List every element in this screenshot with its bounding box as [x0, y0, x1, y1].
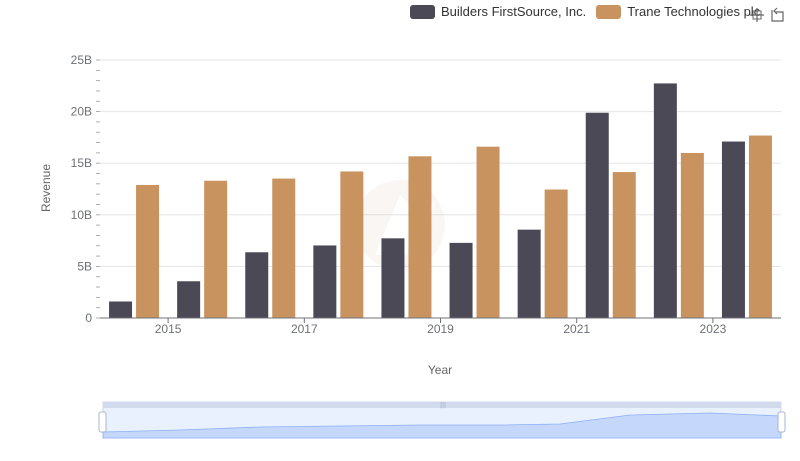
- bar-trane-2020[interactable]: [544, 189, 568, 318]
- chart-legend: Builders FirstSource, Inc. Trane Technol…: [410, 4, 770, 19]
- bar-trane-2022[interactable]: [680, 152, 704, 318]
- bar-trane-2023[interactable]: [748, 135, 772, 318]
- datazoom-handle-right[interactable]: [777, 411, 786, 433]
- legend-swatch-trane: [596, 4, 622, 19]
- bar-builders-2021[interactable]: [585, 112, 609, 318]
- restore-icon[interactable]: [768, 6, 786, 24]
- datazoom-selected-bar[interactable]: [103, 402, 781, 408]
- datazoom-grip-icon[interactable]: |||: [440, 402, 446, 409]
- bar-trane-2018[interactable]: [408, 156, 432, 318]
- y-tick-label: 15B: [71, 156, 92, 170]
- legend-item-trane-technologies[interactable]: Trane Technologies plc: [596, 4, 760, 19]
- datazoom-window[interactable]: [103, 408, 781, 438]
- datazoom-handle-left[interactable]: [98, 411, 107, 433]
- x-tick-label: 2017: [291, 322, 318, 336]
- x-tick-label: 2015: [155, 322, 182, 336]
- y-axis-label: Revenue: [39, 164, 53, 212]
- legend-label-trane: Trane Technologies plc: [627, 4, 761, 19]
- x-tick-label: 2019: [427, 322, 454, 336]
- bar-builders-2014[interactable]: [109, 301, 133, 318]
- x-tick-label: 2023: [700, 322, 727, 336]
- y-tick-label: 0: [85, 311, 92, 325]
- bar-builders-2022[interactable]: [653, 83, 677, 319]
- bar-trane-2019[interactable]: [476, 146, 500, 318]
- bar-builders-2016[interactable]: [245, 252, 269, 318]
- bar-layer: [109, 83, 772, 319]
- datazoom-slider[interactable]: |||: [98, 401, 786, 439]
- bar-trane-2015[interactable]: [204, 180, 228, 318]
- chart-toolbox: [746, 6, 786, 24]
- bar-trane-2014[interactable]: [136, 184, 160, 318]
- bar-builders-2018[interactable]: [381, 238, 405, 318]
- x-axis-label: Year: [428, 363, 452, 377]
- grid-layer: [100, 59, 781, 319]
- y-tick-label: 20B: [71, 105, 92, 119]
- y-tick-label: 5B: [77, 259, 92, 273]
- bar-trane-2017[interactable]: [340, 171, 364, 318]
- datazoom-preview-area: [102, 412, 782, 439]
- bar-trane-2016[interactable]: [272, 178, 296, 318]
- bar-builders-2023[interactable]: [721, 141, 745, 318]
- bar-builders-2017[interactable]: [313, 245, 337, 318]
- legend-swatch-builders: [410, 4, 435, 19]
- bar-trane-2021[interactable]: [612, 172, 636, 318]
- y-tick-label: 25B: [71, 53, 92, 67]
- axis-layer: 0 5B 10B 15B 20B 25B 2015 2017 2019 2021 2023: [71, 53, 781, 336]
- bar-builders-2019[interactable]: [449, 242, 473, 318]
- zoom-icon[interactable]: [748, 6, 766, 24]
- legend-item-builders-firstsource[interactable]: Builders FirstSource, Inc.: [410, 4, 586, 19]
- y-tick-label: 10B: [71, 208, 92, 222]
- bar-builders-2015[interactable]: [177, 281, 201, 318]
- bar-builders-2020[interactable]: [517, 229, 541, 318]
- legend-label-builders: Builders FirstSource, Inc.: [441, 4, 587, 19]
- x-tick-label: 2021: [563, 322, 590, 336]
